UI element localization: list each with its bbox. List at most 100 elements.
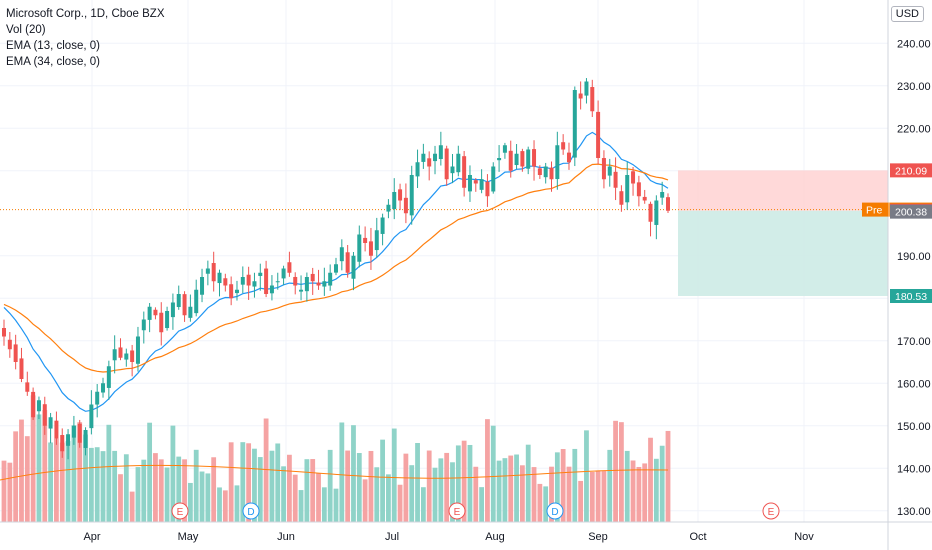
time-tick-label: Aug <box>485 531 505 543</box>
candle-body <box>648 203 653 222</box>
event-marker-label: E <box>768 507 775 518</box>
candle-body <box>345 252 350 273</box>
event-marker-label: E <box>177 507 184 518</box>
earnings-marker <box>171 502 189 520</box>
volume-bar <box>310 459 316 522</box>
price-tick-label: 220.00 <box>897 123 931 135</box>
candle-body <box>205 268 210 274</box>
candle-body <box>619 191 624 205</box>
volume-bar <box>193 449 199 522</box>
candle-body <box>479 179 484 190</box>
ema34-indicator-label[interactable]: EMA (34, close, 0) <box>6 56 100 68</box>
volume-bar <box>30 395 36 522</box>
volume-bar <box>624 450 630 522</box>
gray-price-label <box>890 204 932 219</box>
candle-body <box>636 182 641 197</box>
volume-indicator-label[interactable]: Vol (20) <box>6 24 46 36</box>
time-axis: Apr May Jun Jul Aug Sep Oct Nov <box>0 521 932 543</box>
volume-bar <box>368 450 374 522</box>
volume-bar <box>426 450 432 522</box>
candle-body <box>147 306 152 320</box>
volume-bar <box>246 443 252 522</box>
candle-body <box>77 423 82 443</box>
volume-bar <box>176 456 182 522</box>
dividend-marker <box>242 502 260 520</box>
candle-body <box>398 189 403 201</box>
currency-button[interactable]: USD <box>890 6 924 22</box>
volume-bar <box>665 430 671 522</box>
time-tick-label: Jun <box>277 531 295 543</box>
candle-body <box>549 167 554 180</box>
candle-body <box>421 153 426 162</box>
candle-body <box>363 237 368 243</box>
candle-body <box>89 404 94 429</box>
symbol-title[interactable]: Microsoft Corp., 1D, Cboe BZX <box>6 8 165 20</box>
candle-body <box>508 150 513 171</box>
candle-body <box>36 400 41 412</box>
volume-bar <box>316 473 321 522</box>
candle-body <box>229 284 234 299</box>
candle-body <box>572 90 577 158</box>
price-tick-label: 130.00 <box>897 506 931 518</box>
ema-lines <box>0 131 669 481</box>
volume-bar <box>630 460 636 522</box>
volume-bar <box>182 459 187 522</box>
stop-price-label <box>890 163 932 178</box>
volume-bar <box>362 479 368 522</box>
ema13-indicator-label[interactable]: EMA (13, close, 0) <box>6 40 100 52</box>
price-tick-label: 150.00 <box>897 421 931 433</box>
candle-body <box>456 153 461 173</box>
candle-body <box>467 175 472 192</box>
volume-bar <box>147 422 153 522</box>
candle-body <box>351 255 356 279</box>
candle-body <box>392 192 397 210</box>
volume-bar <box>240 442 246 522</box>
volume-bar <box>252 448 257 522</box>
volume-bar <box>327 449 333 522</box>
target-price-label <box>890 288 932 303</box>
volume-bar <box>298 490 304 522</box>
candle-body <box>403 197 408 214</box>
candle-body <box>112 349 117 361</box>
volume-bar <box>217 487 222 522</box>
candle-body <box>130 350 135 362</box>
time-tick-label: Apr <box>83 531 100 543</box>
volume-bar <box>211 457 217 522</box>
volume-bar <box>420 487 426 522</box>
candle-body <box>497 158 502 161</box>
candle-body <box>654 200 659 225</box>
volume-bar <box>607 449 613 522</box>
volume-bar <box>479 487 485 522</box>
candle-body <box>642 196 647 201</box>
candle-body <box>514 153 519 166</box>
volume-bar <box>24 436 30 522</box>
event-marker-label: D <box>551 507 558 518</box>
earnings-marker <box>762 502 780 520</box>
volume-bar <box>112 450 118 522</box>
candle-body <box>450 166 455 174</box>
volume-bar <box>356 453 362 522</box>
candle-body <box>258 272 263 276</box>
volume-bar <box>199 471 205 522</box>
volume-bar <box>519 465 525 522</box>
chart-legend: Microsoft Corp., 1D, Cboe BZX Vol (20) E… <box>6 6 165 70</box>
gray-price-text: 200.38 <box>895 207 927 219</box>
candle-body <box>660 192 665 198</box>
volume-bar <box>287 454 292 522</box>
volume-bar <box>83 434 88 522</box>
volume-bar <box>374 467 380 522</box>
volume-bar <box>514 454 519 522</box>
candle-body <box>54 420 59 439</box>
candle-body <box>2 328 6 337</box>
earnings-marker <box>448 502 466 520</box>
candle-body <box>433 153 438 162</box>
candle-body <box>13 344 18 362</box>
candle-body <box>141 319 146 331</box>
candle-body <box>526 149 531 169</box>
candle-body <box>264 268 269 294</box>
candle-body <box>368 241 373 256</box>
candle-body <box>66 434 71 446</box>
volume-bar <box>584 430 589 522</box>
volume-bar <box>269 450 275 522</box>
